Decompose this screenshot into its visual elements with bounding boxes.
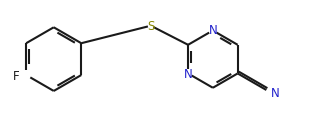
- Text: S: S: [147, 19, 155, 32]
- Text: N: N: [184, 68, 192, 81]
- Text: F: F: [13, 69, 20, 82]
- Text: N: N: [209, 24, 217, 37]
- Text: N: N: [271, 86, 280, 99]
